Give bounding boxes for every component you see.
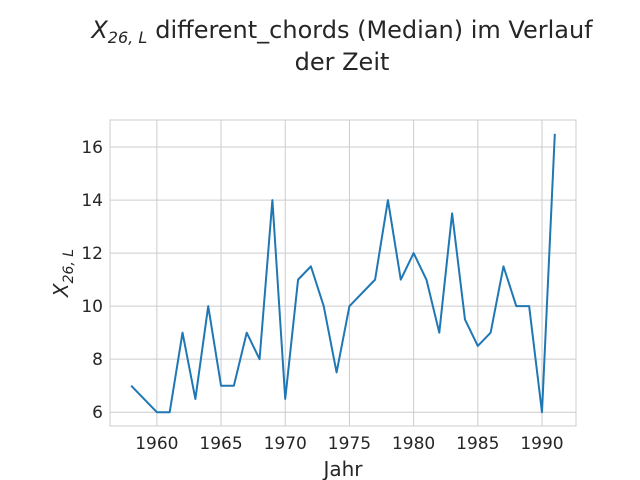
title-symbol: X [89,16,108,44]
x-tick-label: 1985 [456,434,499,454]
x-tick-label: 1970 [264,434,307,454]
title-symbol-subscript: 26, L [108,28,147,47]
chart-title-line-1: X26, L different_chords (Median) im Verla… [89,16,593,47]
title-text: different_chords (Median) im Verlauf [155,16,593,44]
chart-title-line-2: der Zeit [295,48,390,76]
y-tick-label: 12 [81,244,103,264]
grid [110,120,576,426]
x-tick-label: 1990 [520,434,563,454]
y-tick-label: 16 [81,138,103,158]
x-tick-label: 1960 [135,434,178,454]
x-axis-label: Jahr [321,457,363,480]
y-tick-label: 6 [92,403,103,423]
series-line [130,133,556,414]
y-axis-symbol: X [49,282,73,298]
x-tick-label: 1975 [328,434,371,454]
y-tick-label: 10 [81,297,103,317]
plot-frame [109,119,577,427]
x-tick-label: 1980 [392,434,435,454]
y-axis-subscript: 26, L [61,249,77,284]
tick-labels: 1960 1965 1970 1975 1980 1985 1990 6 8 10 12 14 16 [81,138,563,454]
y-tick-label: 8 [92,350,103,370]
y-tick-label: 14 [81,191,103,211]
y-axis-label: X26, L [49,249,77,298]
x-tick-label: 1965 [199,434,242,454]
